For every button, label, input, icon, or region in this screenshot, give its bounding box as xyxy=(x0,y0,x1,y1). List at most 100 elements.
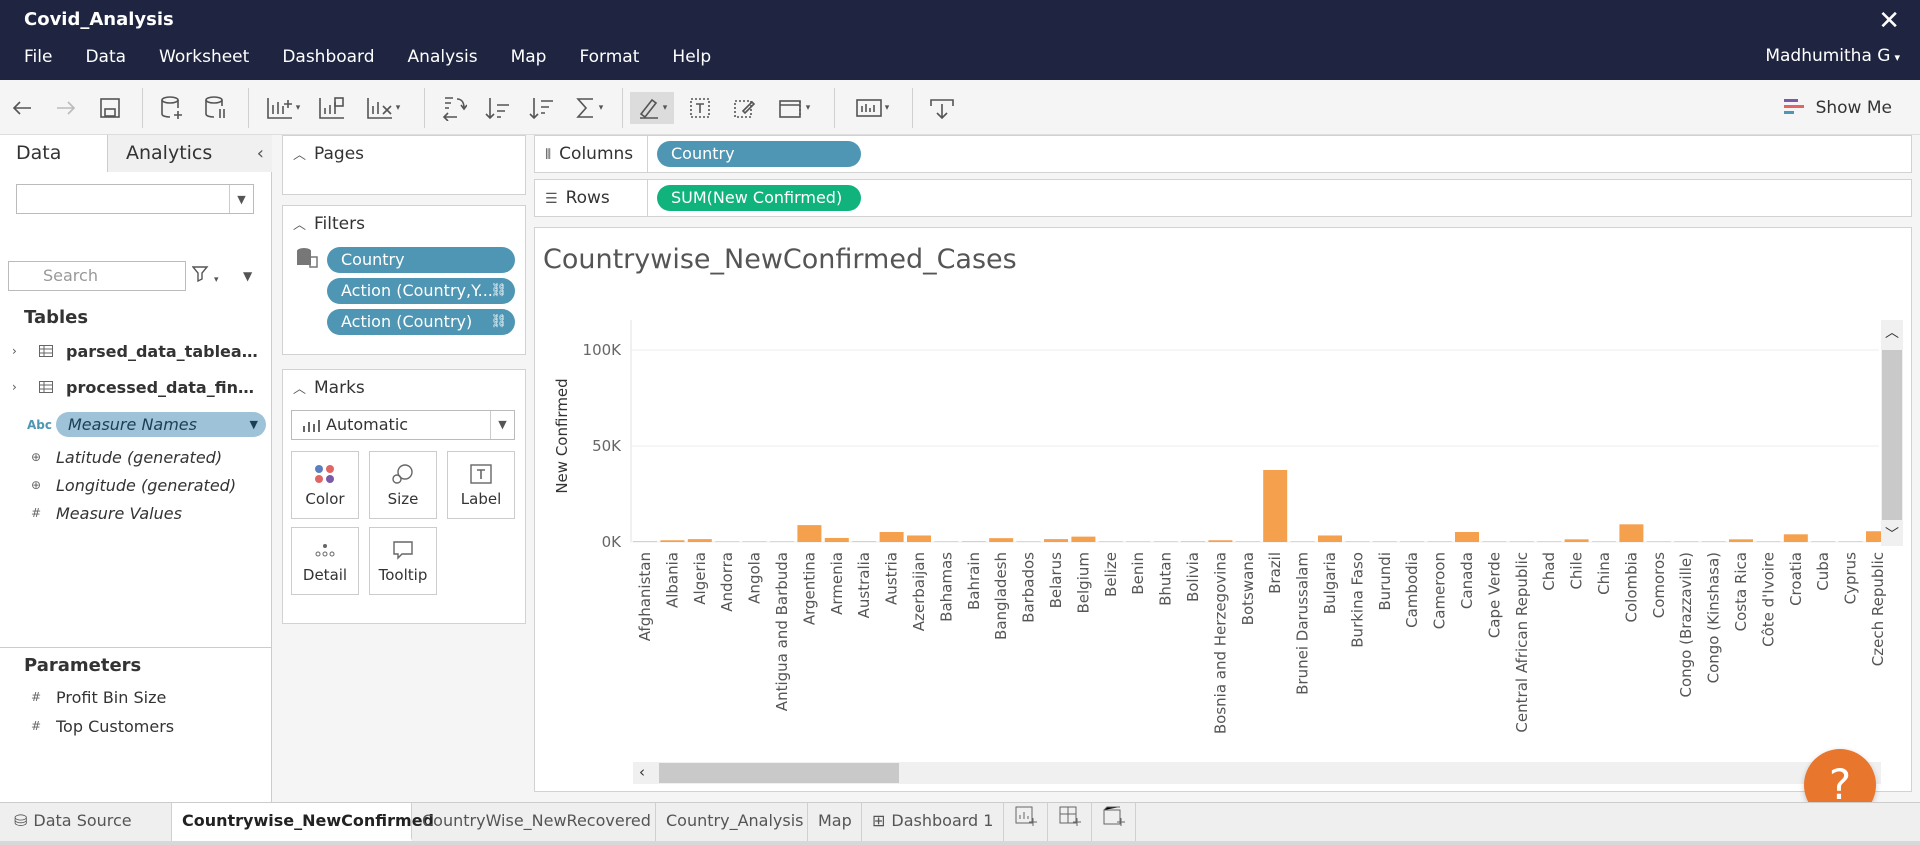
bar-chart[interactable]: 100K 50K 0K New Confirmed Afghanistan Albania… xyxy=(535,228,1913,793)
x-tick-label: Albania xyxy=(663,552,681,608)
x-tick-label: Barbados xyxy=(1020,552,1038,623)
new-dashboard-tab-icon[interactable] xyxy=(1048,803,1092,841)
label-icon xyxy=(448,464,514,484)
hash-icon: # xyxy=(30,719,42,733)
tab-countrywise-newconfirmed[interactable]: Countrywise_NewConfirmed xyxy=(172,803,434,841)
x-tick-label: Congo (Kinshasa) xyxy=(1705,552,1723,683)
dashboard-icon: ⊞ xyxy=(872,811,886,830)
duplicate-icon[interactable] xyxy=(318,92,346,124)
label-button[interactable]: Label xyxy=(447,451,515,519)
menu-data[interactable]: Data xyxy=(85,47,127,67)
bar xyxy=(1345,541,1370,542)
user-menu[interactable]: Madhumitha G ▾ xyxy=(1765,46,1900,66)
tab-dashboard-1[interactable]: ⊞ Dashboard 1 xyxy=(862,803,1004,841)
close-icon[interactable]: ✕ xyxy=(1878,6,1900,36)
x-tick-label: Costa Rica xyxy=(1732,552,1750,631)
tooltip-button[interactable]: Tooltip xyxy=(369,527,437,595)
save-icon[interactable] xyxy=(96,92,124,124)
marks-card: ︿ Marks Automatic ▼ Color Size Label Deta… xyxy=(282,369,526,624)
new-worksheet-icon[interactable]: ▾ xyxy=(264,92,302,124)
fit-icon[interactable]: ▾ xyxy=(772,92,816,124)
menu-analysis[interactable]: Analysis xyxy=(407,47,478,67)
tables-heading: Tables xyxy=(24,307,89,328)
tab-analytics[interactable]: Analytics xyxy=(108,135,272,172)
tab-countrywise-newrecovered[interactable]: CountryWise_NewRecovered xyxy=(412,803,656,841)
divider xyxy=(0,647,272,648)
download-icon[interactable] xyxy=(928,92,956,124)
mark-type-dropdown[interactable]: Automatic ▼ xyxy=(291,410,515,440)
detail-button[interactable]: Detail xyxy=(291,527,359,595)
field-name: Latitude (generated) xyxy=(56,447,223,467)
forward-arrow-icon[interactable] xyxy=(52,92,80,124)
parameter-name: Profit Bin Size xyxy=(56,687,167,707)
menu-dashboard[interactable]: Dashboard xyxy=(282,47,375,67)
bar xyxy=(715,541,740,542)
bar xyxy=(1646,541,1671,542)
filter-pill-country[interactable]: Country xyxy=(327,247,515,273)
fields-menu-icon[interactable]: ▼ xyxy=(243,269,253,283)
pause-updates-icon[interactable] xyxy=(202,92,230,124)
data-pane: Data Analytics ‹ ▼ Search ▾ ▼ Tables › p… xyxy=(0,135,272,802)
table-item[interactable]: › parsed_data_tableau.c... xyxy=(12,337,262,365)
scrollbar-thumb[interactable] xyxy=(659,763,899,783)
bar xyxy=(1701,541,1726,542)
collapse-pane-icon[interactable]: ‹ xyxy=(256,143,264,164)
field-item[interactable]: # Measure Values xyxy=(16,499,266,527)
size-button[interactable]: Size xyxy=(369,451,437,519)
labels-icon[interactable] xyxy=(686,92,714,124)
filter-pill-action-country-y[interactable]: Action (Country,Y... ⛓ xyxy=(327,278,515,304)
menu-bar: File Data Worksheet Dashboard Analysis M… xyxy=(0,44,720,74)
columns-shelf[interactable]: ⦀ Columns Country xyxy=(534,135,1912,173)
menu-map[interactable]: Map xyxy=(510,47,547,67)
x-tick-label: Belize xyxy=(1102,552,1120,597)
show-me-button[interactable]: Show Me xyxy=(1783,94,1892,122)
menu-file[interactable]: File xyxy=(24,47,53,67)
field-item[interactable]: ⊕ Latitude (generated) xyxy=(16,443,266,471)
sort-descending-icon[interactable] xyxy=(528,92,556,124)
table-item[interactable]: › processed_data_final.c... xyxy=(12,373,262,401)
swap-rows-columns-icon[interactable] xyxy=(440,92,468,124)
bar xyxy=(824,537,849,542)
window-title: Covid_Analysis xyxy=(24,9,174,30)
new-story-tab-icon[interactable] xyxy=(1092,803,1136,841)
filter-fields-icon[interactable]: ▾ xyxy=(191,266,219,286)
measure-names-field[interactable]: Measure Names ▼ xyxy=(56,412,266,437)
sort-ascending-icon[interactable] xyxy=(484,92,512,124)
back-arrow-icon[interactable] xyxy=(8,92,36,124)
presentation-icon[interactable]: ▾ xyxy=(850,92,894,124)
field-item[interactable]: ⊕ Longitude (generated) xyxy=(16,471,266,499)
menu-worksheet[interactable]: Worksheet xyxy=(159,47,250,67)
tab-map[interactable]: Map xyxy=(808,803,862,841)
highlight-icon[interactable]: ▾ xyxy=(630,92,674,124)
color-button[interactable]: Color xyxy=(291,451,359,519)
new-worksheet-tab-icon[interactable] xyxy=(1004,803,1048,841)
parameter-item[interactable]: # Profit Bin Size xyxy=(16,683,266,711)
vertical-scrollbar[interactable]: ︿ ﹀ xyxy=(1881,320,1903,546)
rows-shelf[interactable]: ☰ Rows SUM(New Confirmed) xyxy=(534,179,1912,217)
tab-data-source[interactable]: ⛁ Data Source xyxy=(0,803,172,841)
rows-pill-sum-new-confirmed[interactable]: SUM(New Confirmed) xyxy=(657,185,861,211)
data-source-dropdown[interactable]: ▼ xyxy=(16,184,254,214)
pages-title: ︿ Pages xyxy=(293,144,365,164)
scrollbar-thumb[interactable] xyxy=(1882,350,1902,520)
clear-sheet-icon[interactable]: ▾ xyxy=(362,92,404,124)
totals-icon[interactable]: ▾ xyxy=(572,92,606,124)
x-tick-label: Cuba xyxy=(1814,552,1832,591)
pages-card[interactable]: ︿ Pages xyxy=(282,135,526,195)
y-axis-label: New Confirmed xyxy=(553,378,571,493)
viz-area[interactable]: Countrywise_NewConfirmed_Cases 100K 50K 0K… xyxy=(534,227,1912,792)
x-tick-label: Burundi xyxy=(1376,552,1394,611)
tab-data[interactable]: Data xyxy=(0,135,108,172)
table-icon xyxy=(26,345,66,357)
tab-country-analysis[interactable]: Country_Analysis xyxy=(656,803,808,841)
columns-pill-country[interactable]: Country xyxy=(657,141,861,167)
search-input[interactable]: Search xyxy=(8,261,186,291)
parameter-item[interactable]: # Top Customers xyxy=(16,712,266,740)
menu-format[interactable]: Format xyxy=(579,47,640,67)
annotate-icon[interactable] xyxy=(730,92,758,124)
menu-help[interactable]: Help xyxy=(672,47,712,67)
horizontal-scrollbar[interactable]: ‹ xyxy=(633,762,1881,784)
new-data-source-icon[interactable] xyxy=(158,92,186,124)
filter-pill-action-country[interactable]: Action (Country) ⛓ xyxy=(327,309,515,335)
y-tick-label: 50K xyxy=(592,437,622,455)
